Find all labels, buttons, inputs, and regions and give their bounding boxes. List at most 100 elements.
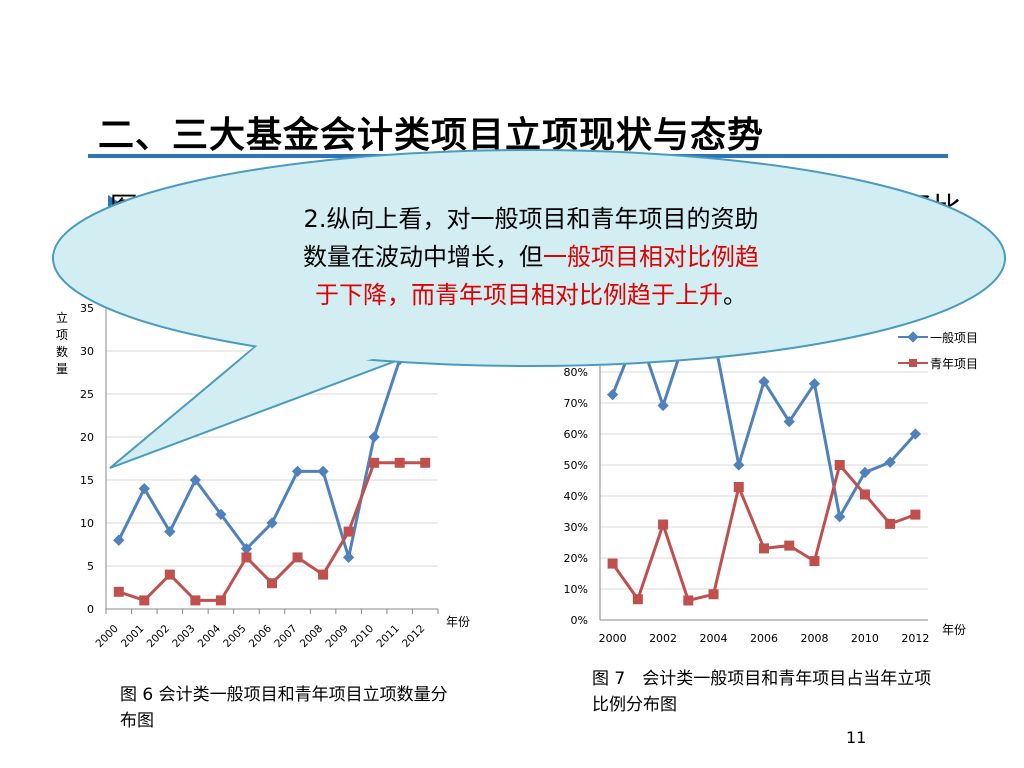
square-marker-icon — [909, 359, 917, 367]
y-tick-label: 10 — [80, 517, 94, 530]
x-tick-label: 2006 — [247, 622, 275, 650]
legend-item-general: 一般项目 — [898, 324, 978, 350]
y-tick-label: 10% — [564, 583, 588, 596]
y-tick-label: 0% — [571, 614, 588, 627]
callout-line-2-black: 数量在波动中增长，但 — [303, 243, 543, 271]
callout-line-3-red: 于下降，而青年项目相对比例趋于上升 — [315, 281, 723, 309]
data-point-youth — [632, 594, 643, 605]
x-tick-label: 2004 — [700, 632, 728, 645]
data-point-youth — [139, 595, 150, 606]
y-tick-label: 80% — [564, 366, 588, 379]
figure-7-caption: 图 7 会计类一般项目和青年项目占当年立项比例分布图 — [592, 669, 932, 715]
data-point-general — [783, 415, 795, 428]
y-tick-label: 60% — [564, 428, 588, 441]
data-point-general — [758, 375, 770, 388]
data-point-youth — [369, 457, 380, 468]
y-tick-label: 15 — [80, 474, 94, 487]
data-point-youth — [343, 526, 354, 537]
data-point-youth — [190, 595, 201, 606]
y-tick-label: 70% — [564, 397, 588, 410]
series-line-youth — [611, 461, 916, 603]
slide-title: 二、三大基金会计类项目立项现状与态势 — [98, 115, 765, 156]
y-tick-label: 30% — [564, 521, 588, 534]
x-tick-label: 2000 — [599, 632, 627, 645]
callout-seam — [200, 333, 416, 395]
x-tick-label: 2008 — [800, 632, 828, 645]
x-tick-label: 2007 — [272, 623, 299, 650]
data-point-youth — [215, 595, 226, 606]
legend-label-general: 一般项目 — [930, 330, 979, 345]
data-point-youth — [885, 518, 896, 529]
page-number: 11 — [846, 728, 867, 747]
callout-line-2: 数量在波动中增长，但一般项目相对比例趋 — [196, 238, 866, 276]
data-point-youth — [420, 457, 431, 468]
y-axis-label-char: 数 — [56, 344, 68, 359]
data-point-general — [909, 428, 922, 440]
y-axis-label-char: 量 — [56, 362, 68, 376]
data-point-general — [113, 534, 125, 546]
x-axis-label: 年份 — [446, 615, 470, 629]
data-point-youth — [318, 569, 329, 580]
y-tick-label: 50% — [564, 459, 588, 472]
x-tick-label: 2012 — [901, 632, 929, 645]
data-point-general — [884, 456, 896, 468]
data-point-youth — [708, 589, 719, 600]
data-point-youth — [607, 558, 618, 569]
data-point-youth — [859, 489, 870, 500]
data-point-general — [859, 466, 871, 479]
legend-swatch-general — [898, 331, 928, 343]
x-tick-label: 2001 — [119, 623, 146, 650]
x-tick-label: 2004 — [196, 622, 224, 650]
data-point-general — [291, 465, 304, 478]
y-tick-label: 30 — [80, 345, 94, 358]
data-point-youth — [809, 556, 820, 567]
y-tick-label: 35 — [80, 302, 94, 315]
diamond-marker-icon — [907, 331, 919, 343]
x-tick-label: 2009 — [323, 623, 350, 650]
callout-line-3-end: 。 — [723, 281, 747, 309]
callout-ellipse — [52, 149, 1006, 367]
data-point-general — [317, 465, 329, 478]
data-point-youth — [164, 569, 175, 580]
callout-line-1: 2.纵向上看，对一般项目和青年项目的资助 — [303, 205, 759, 233]
y-tick-label: 40% — [564, 490, 588, 503]
callout-bubble — [52, 149, 1006, 469]
callout-line-3: 于下降，而青年项目相对比例趋于上升。 — [196, 276, 866, 314]
data-point-general — [342, 551, 355, 564]
data-point-general — [368, 431, 380, 443]
data-point-youth — [784, 540, 795, 551]
data-point-general — [808, 378, 821, 390]
x-tick-label: 2011 — [374, 623, 401, 650]
legend-swatch-youth — [898, 358, 928, 368]
callout-line-2-red: 一般项目相对比例趋 — [543, 243, 759, 271]
data-point-youth — [292, 552, 303, 563]
y-tick-label: 5 — [87, 560, 94, 573]
x-tick-label: 2010 — [851, 632, 879, 645]
data-point-youth — [733, 482, 744, 493]
x-tick-label: 2006 — [750, 632, 778, 645]
data-point-general — [657, 399, 669, 412]
y-tick-label: 20% — [564, 552, 588, 565]
data-point-youth — [910, 509, 921, 520]
y-tick-label: 25 — [80, 388, 94, 401]
data-point-general — [164, 525, 176, 538]
data-point-youth — [113, 586, 124, 597]
data-point-general — [240, 543, 253, 555]
x-tick-label: 2000 — [94, 623, 121, 650]
data-point-general — [138, 482, 150, 495]
data-point-youth — [759, 543, 769, 554]
data-point-youth — [394, 457, 405, 468]
data-point-youth — [241, 552, 252, 563]
x-tick-label: 2002 — [145, 623, 172, 650]
x-tick-label: 2003 — [170, 623, 197, 650]
chart2-legend: 一般项目 青年项目 — [898, 324, 978, 376]
data-point-general — [266, 517, 278, 529]
legend-label-youth: 青年项目 — [930, 356, 979, 371]
callout-text: 2.纵向上看，对一般项目和青年项目的资助 数量在波动中增长，但一般项目相对比例趋… — [196, 200, 866, 314]
y-tick-label: 0 — [87, 603, 94, 616]
figure-6-caption: 图 6 会计类一般项目和青年项目立项数量分布图 — [120, 685, 448, 731]
data-point-youth — [267, 578, 277, 589]
data-point-general — [189, 474, 202, 486]
y-axis-label-char: 项 — [56, 328, 68, 342]
